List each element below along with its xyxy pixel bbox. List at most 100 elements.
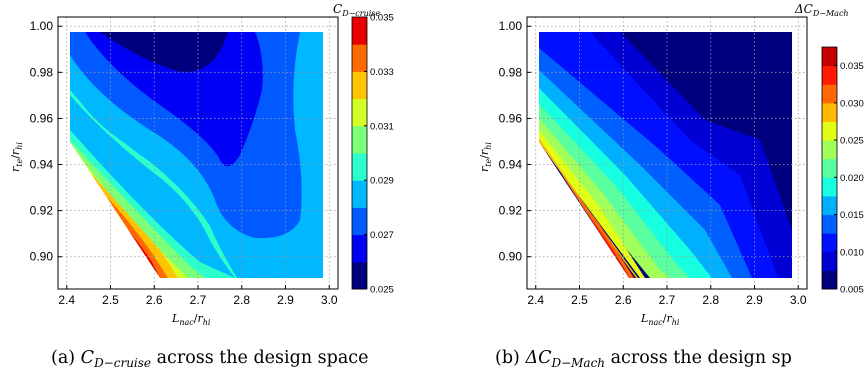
colorbar-tick-label: 0.020 (840, 173, 864, 184)
colorbar-b: 0.005 0.010 0.015 0.020 0.025 0.030 0.035 (821, 46, 864, 296)
contour-band-b (539, 130, 645, 278)
y-tick-label: 0.96 (499, 111, 523, 125)
x-tick-label: 3.0 (790, 293, 807, 307)
y-tick-label: 1.00 (499, 19, 523, 33)
ticks-a: 2.4 2.5 2.6 2.7 2.8 2.9 3.0 0.90 0.92 0.94 0.96 0.9… (30, 19, 338, 307)
colorbar-segment (352, 125, 367, 154)
colorbar-frame (351, 16, 368, 290)
svg-text:ΔCD−Mach: ΔCD−Mach (794, 2, 849, 18)
colorbar-segment (822, 65, 837, 85)
colorbar-segment (822, 270, 837, 290)
svg-text:rte/rhi: rte/rhi (9, 142, 24, 172)
contour-band-a (85, 32, 263, 167)
colorbar-segment (352, 17, 367, 45)
colorbar-frame (821, 46, 838, 290)
contour-band-a (70, 32, 237, 278)
chart-b: 2.4 2.5 2.6 2.7 2.8 2.9 3.0 0.90 0.92 0.94 0.96 0.9… (499, 16, 808, 307)
infeasible-region-a (58, 17, 160, 289)
colorbar-tick-label: 0.025 (370, 285, 394, 296)
contour-band-b (539, 118, 670, 278)
x-tick-label: 3.0 (321, 293, 338, 307)
x-tick-label: 2.5 (571, 293, 588, 307)
colorbar-segment (352, 180, 367, 208)
x-tick-label: 2.4 (527, 293, 544, 307)
colorbar-segment (352, 71, 367, 100)
x-tick-label: 2.6 (146, 293, 163, 307)
contour-fill-a (58, 17, 323, 289)
colorbar-tick-label: 0.031 (370, 121, 394, 132)
colorbar-tick-label: 0.025 (840, 136, 864, 147)
svg-text:Lnac/rhi: Lnac/rhi (640, 312, 680, 327)
x-tick-label: 2.7 (190, 293, 207, 307)
xlabel-b: Lnac/rhi (640, 312, 680, 327)
x-tick-label: 2.7 (659, 293, 676, 307)
y-tick-label: 0.90 (30, 250, 54, 264)
colorbar-title-a: CD−cruise (333, 2, 380, 18)
colorbar-segment (822, 121, 837, 141)
grid-a (58, 17, 338, 289)
ylabel-b: rte/rhi (478, 142, 493, 172)
contour-band-b (560, 172, 634, 278)
grid-b (527, 17, 807, 289)
contour-band-b (539, 88, 712, 278)
x-tick-label: 2.9 (746, 293, 763, 307)
y-tick-label: 0.90 (499, 250, 523, 264)
svg-text:(b) ΔCD−Mach across the design: (b) ΔCD−Mach across the design sp (495, 348, 792, 370)
colorbar-segment (822, 233, 837, 253)
colorbar-segment (822, 84, 837, 104)
colorbar-segment (352, 261, 367, 290)
x-tick-label: 2.5 (102, 293, 119, 307)
y-tick-label: 0.92 (30, 204, 54, 218)
colorbar-segment (352, 234, 367, 263)
colorbar-tick-label: 0.015 (840, 210, 864, 221)
colorbar-segment (822, 195, 837, 216)
colorbar-tick-label: 0.035 (840, 61, 864, 72)
colorbar-tick-label: 0.027 (370, 230, 394, 241)
colorbar-segment (352, 207, 367, 236)
colorbar-tick-label: 0.033 (370, 67, 394, 78)
svg-text:(a) CD−cruise across the desig: (a) CD−cruise across the design space (51, 348, 368, 370)
caption-a: (a) CD−cruise across the design space (51, 348, 368, 370)
colorbar-segment (822, 214, 837, 234)
x-tick-label: 2.4 (58, 293, 75, 307)
ylabel-a: rte/rhi (9, 142, 24, 172)
colorbar-title-b: ΔCD−Mach (794, 2, 849, 18)
y-tick-label: 0.94 (30, 158, 54, 172)
y-tick-label: 0.94 (499, 158, 523, 172)
x-tick-label: 2.8 (233, 293, 250, 307)
caption-b: (b) ΔCD−Mach across the design sp (495, 348, 792, 370)
contour-band-b (539, 104, 690, 278)
y-tick-label: 1.00 (30, 19, 54, 33)
y-tick-label: 0.98 (499, 65, 523, 79)
contour-band-a (313, 32, 323, 278)
contour-fill-b (527, 17, 792, 289)
colorbar-tick-label: 0.029 (370, 176, 394, 187)
svg-text:Lnac/rhi: Lnac/rhi (171, 312, 211, 327)
colorbar-segment (352, 44, 367, 72)
xlabel-a: Lnac/rhi (171, 312, 211, 327)
colorbar-segment (822, 251, 837, 271)
svg-text:rte/rhi: rte/rhi (478, 142, 493, 172)
colorbar-tick-label: 0.010 (840, 247, 864, 258)
contour-band-b (539, 70, 732, 278)
colorbar-segment (352, 98, 367, 127)
colorbar-a: 0.025 0.027 0.029 0.031 0.033 0.035 (351, 13, 394, 296)
colorbar-tick-label: 0.030 (840, 98, 864, 109)
contour-band-b (539, 48, 752, 278)
x-tick-label: 2.8 (702, 293, 719, 307)
ticks-b: 2.4 2.5 2.6 2.7 2.8 2.9 3.0 0.90 0.92 0.94 0.96 0.9… (499, 19, 807, 307)
chart-a: 2.4 2.5 2.6 2.7 2.8 2.9 3.0 0.90 0.92 0.94 0.96 0.9… (30, 16, 339, 307)
colorbar-segment (352, 153, 367, 181)
contour-band-b (605, 242, 630, 278)
colorbar-segment (822, 140, 837, 160)
svg-text:CD−cruise: CD−cruise (333, 2, 380, 18)
infeasible-region-b (527, 17, 629, 289)
colorbar-segment (822, 158, 837, 178)
y-tick-label: 0.96 (30, 111, 54, 125)
x-tick-label: 2.6 (615, 293, 632, 307)
colorbar-tick-label: 0.005 (840, 285, 864, 296)
contour-band-a (106, 196, 168, 278)
y-tick-label: 0.92 (499, 204, 523, 218)
colorbar-segment (822, 102, 837, 122)
